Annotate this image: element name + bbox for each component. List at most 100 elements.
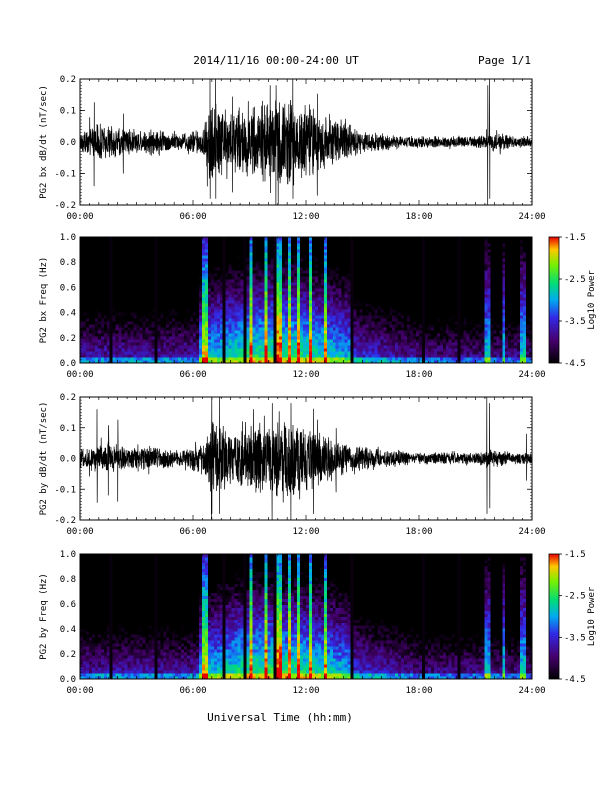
heatmap-cell [216, 252, 221, 256]
heatmap-cell [300, 279, 304, 283]
heatmap-cell [285, 345, 289, 349]
heatmap-cell [94, 276, 99, 280]
heatmap-cell [88, 279, 93, 283]
heatmap-cell [222, 237, 227, 241]
heatmap-cell [243, 243, 247, 247]
heatmap-cell [398, 309, 402, 313]
heatmap-cell [231, 345, 235, 349]
heatmap-cell [234, 333, 238, 337]
heatmap-cell [201, 336, 206, 340]
heatmap-cell [166, 252, 170, 256]
heatmap-cell [145, 258, 149, 262]
heatmap-cell [407, 279, 411, 283]
heatmap-cell [407, 351, 411, 355]
heatmap-cell [80, 345, 84, 349]
heatmap-cell [97, 243, 102, 247]
heatmap-cell [195, 282, 200, 286]
heatmap-cell [338, 330, 342, 334]
heatmap-cell [130, 342, 134, 346]
heatmap-cell [234, 276, 238, 280]
heatmap-cell [201, 273, 206, 277]
heatmap-cell [228, 243, 232, 247]
heatmap-cell [395, 327, 399, 331]
heatmap-cell [371, 285, 375, 289]
heatmap-cell [190, 345, 194, 349]
heatmap-cell [264, 294, 268, 298]
heatmap-cell [404, 297, 408, 301]
heatmap-cell [103, 309, 108, 313]
heatmap-cell [356, 315, 360, 319]
heatmap-cell [184, 303, 188, 307]
heatmap-cell [353, 354, 357, 358]
heatmap-cell [225, 279, 229, 283]
heatmap-cell [225, 249, 229, 253]
heatmap-cell [234, 291, 238, 295]
heatmap-cell [344, 246, 348, 250]
heatmap-cell [213, 249, 218, 253]
heatmap-cell [94, 309, 99, 313]
heatmap-cell [329, 282, 334, 286]
heatmap-cell [172, 261, 176, 265]
heatmap-cell [398, 261, 402, 265]
heatmap-cell [380, 297, 384, 301]
heatmap-cell [380, 315, 384, 319]
heatmap-cell [407, 318, 411, 322]
heatmap-cell [377, 336, 381, 340]
heatmap-cell [371, 324, 375, 328]
heatmap-cell [291, 246, 295, 250]
heatmap-cell [365, 303, 369, 307]
heatmap-cell [246, 261, 250, 265]
heatmap-cell [82, 333, 87, 337]
heatmap-cell [166, 345, 170, 349]
heatmap-cell [169, 264, 173, 268]
heatmap-cell [154, 351, 158, 355]
heatmap-cell [106, 297, 111, 301]
heatmap-cell [213, 276, 218, 280]
heatmap-cell [249, 342, 253, 346]
heatmap-cell [303, 300, 307, 304]
heatmap-cell [216, 297, 221, 301]
heatmap-cell [145, 273, 149, 277]
heatmap-cell [300, 240, 304, 244]
heatmap-cell [332, 285, 337, 289]
heatmap-cell [88, 330, 93, 334]
heatmap-cell [82, 354, 87, 358]
heatmap-cell [234, 279, 238, 283]
heatmap-cell [201, 333, 206, 337]
heatmap-cell [306, 243, 310, 247]
heatmap-cell [124, 303, 128, 307]
heatmap-cell [157, 339, 161, 343]
heatmap-cell [323, 252, 328, 256]
heatmap-cell [195, 291, 200, 295]
heatmap-cell [157, 330, 161, 334]
heatmap-cell [139, 255, 143, 259]
heatmap-cell [410, 357, 414, 361]
heatmap-cell [329, 252, 334, 256]
heatmap-cell [85, 288, 90, 292]
heatmap-cell [133, 342, 137, 346]
heatmap-cell [395, 237, 399, 241]
heatmap-cell [225, 264, 229, 268]
heatmap-cell [172, 252, 176, 256]
heatmap-cell [139, 324, 143, 328]
heatmap-cell [172, 345, 176, 349]
heatmap-cell [112, 237, 116, 241]
heatmap-cell [166, 261, 170, 265]
heatmap-cell [350, 318, 354, 322]
heatmap-cell [282, 246, 286, 250]
heatmap-cell [213, 264, 218, 268]
heatmap-cell [398, 285, 402, 289]
heatmap-cell [228, 318, 232, 322]
heatmap-cell [106, 336, 111, 340]
heatmap-cell [255, 246, 259, 250]
heatmap-cell [106, 342, 111, 346]
heatmap-cell [172, 285, 176, 289]
heatmap-cell [314, 285, 319, 289]
heatmap-cell [276, 246, 280, 250]
heatmap-cell [184, 312, 188, 316]
heatmap-cell [270, 246, 274, 250]
heatmap-cell [306, 327, 310, 331]
heatmap-cell [175, 315, 179, 319]
heatmap-cell [329, 333, 334, 337]
heatmap-cell [344, 261, 348, 265]
